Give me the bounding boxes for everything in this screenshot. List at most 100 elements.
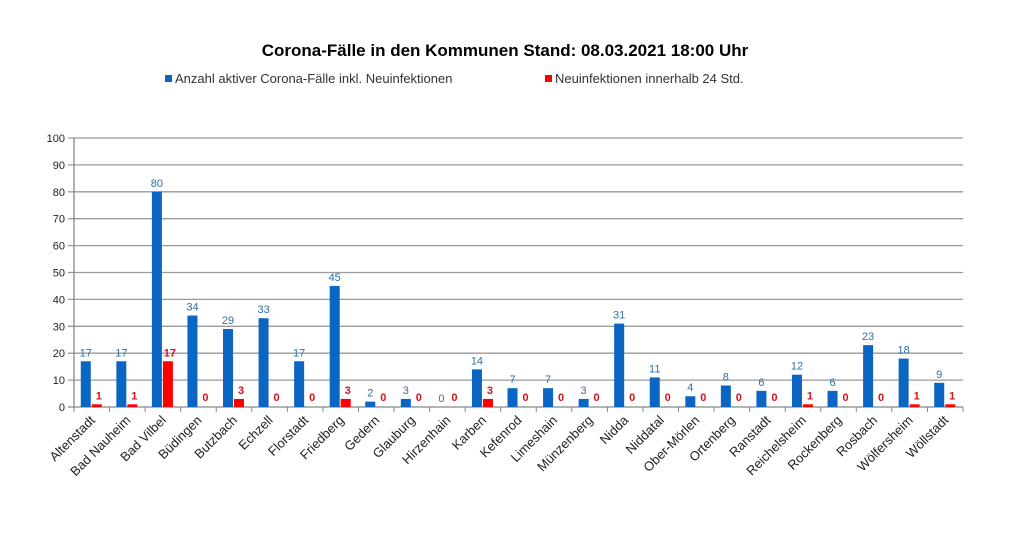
- bar-active-cases: [471, 369, 482, 407]
- y-tick-label: 70: [53, 214, 65, 226]
- data-label-active: 45: [329, 272, 341, 284]
- bar-new-infections: [234, 398, 245, 407]
- bar-active-cases: [685, 396, 696, 407]
- legend-swatch: [545, 75, 552, 82]
- data-label-new: 0: [878, 392, 884, 404]
- bar-active-cases: [365, 401, 376, 407]
- bar-active-cases: [543, 388, 554, 407]
- bar-new-infections: [945, 404, 956, 407]
- data-label-active: 11: [649, 363, 660, 375]
- bar-active-cases: [80, 361, 91, 407]
- y-tick-label: 90: [53, 160, 65, 172]
- data-label-new: 0: [736, 392, 742, 404]
- bar-active-cases: [756, 390, 767, 407]
- bar-new-infections: [127, 404, 138, 407]
- data-label-active: 14: [471, 355, 483, 367]
- legend: Anzahl aktiver Corona-Fälle inkl. Neuinf…: [165, 71, 744, 86]
- data-label-active: 33: [257, 304, 269, 316]
- data-label-active: 23: [862, 331, 874, 343]
- y-tick-label: 80: [53, 187, 65, 199]
- data-label-active: 17: [293, 347, 305, 359]
- data-label-active: 7: [509, 374, 515, 386]
- data-label-new: 0: [700, 392, 706, 404]
- data-label-new: 0: [522, 392, 528, 404]
- data-label-active: 9: [936, 369, 942, 381]
- chart-title: Corona-Fälle in den Kommunen Stand: 08.0…: [262, 41, 749, 60]
- bar-new-infections: [162, 361, 173, 407]
- y-tick-label: 30: [53, 321, 65, 333]
- data-label-new: 1: [131, 390, 137, 402]
- data-label-active: 80: [151, 178, 163, 190]
- data-label-active: 6: [829, 377, 835, 389]
- data-label-new: 0: [629, 392, 635, 404]
- bar-active-cases: [294, 361, 305, 407]
- legend-swatch: [165, 75, 172, 82]
- data-label-active: 29: [222, 315, 234, 327]
- data-label-new: 1: [949, 390, 955, 402]
- data-label-new: 1: [96, 390, 102, 402]
- bars: [80, 191, 956, 407]
- data-label-new: 3: [345, 385, 351, 397]
- data-label-new: 17: [164, 347, 176, 359]
- data-label-new: 1: [914, 390, 920, 402]
- data-label-new: 0: [842, 392, 848, 404]
- data-label-new: 0: [558, 392, 564, 404]
- bar-active-cases: [934, 382, 945, 407]
- legend-label: Anzahl aktiver Corona-Fälle inkl. Neuinf…: [175, 71, 452, 86]
- y-tick-label: 40: [53, 294, 65, 306]
- data-label-new: 1: [807, 390, 813, 402]
- data-label-new: 0: [416, 392, 422, 404]
- data-label-new: 0: [451, 392, 457, 404]
- bar-new-infections: [91, 404, 102, 407]
- data-label-new: 3: [487, 385, 493, 397]
- data-label-active: 7: [545, 374, 551, 386]
- y-tick-label: 20: [53, 348, 65, 360]
- data-label-active: 2: [367, 388, 373, 400]
- data-label-active: 12: [791, 361, 803, 373]
- bar-active-cases: [116, 361, 127, 407]
- data-label-active: 17: [115, 347, 127, 359]
- bar-active-cases: [898, 358, 909, 407]
- bar-active-cases: [258, 318, 269, 407]
- bar-active-cases: [863, 345, 874, 407]
- bar-new-infections: [340, 398, 351, 407]
- bar-active-cases: [223, 328, 234, 407]
- y-tick-label: 10: [53, 375, 65, 387]
- data-label-new: 0: [380, 392, 386, 404]
- data-label-active: 8: [723, 371, 729, 383]
- data-label-active: 34: [186, 302, 198, 314]
- bar-active-cases: [400, 398, 411, 407]
- y-tick-label: 0: [59, 402, 65, 414]
- bar-new-infections: [802, 404, 813, 407]
- data-label-new: 3: [238, 385, 244, 397]
- bar-active-cases: [329, 285, 340, 407]
- y-tick-label: 50: [53, 268, 65, 280]
- y-tick-label: 100: [47, 133, 65, 145]
- data-label-new: 0: [771, 392, 777, 404]
- data-label-active: 31: [613, 310, 625, 322]
- data-label-new: 0: [665, 392, 671, 404]
- legend-label: Neuinfektionen innerhalb 24 Std.: [555, 71, 744, 86]
- data-label-new: 0: [594, 392, 600, 404]
- bar-active-cases: [791, 374, 802, 407]
- bar-active-cases: [649, 377, 660, 407]
- data-label-new: 0: [274, 392, 280, 404]
- bar-active-cases: [720, 385, 731, 407]
- data-label-active: 18: [898, 345, 910, 357]
- bar-active-cases: [614, 323, 625, 407]
- bar-active-cases: [187, 315, 198, 407]
- data-label-active: 3: [581, 385, 587, 397]
- data-label-active: 0: [438, 393, 444, 405]
- bar-new-infections: [909, 404, 920, 407]
- data-label-new: 0: [202, 392, 208, 404]
- data-label-active: 6: [758, 377, 764, 389]
- data-label-active: 4: [687, 382, 693, 394]
- data-label-active: 17: [80, 347, 92, 359]
- bar-new-infections: [482, 398, 493, 407]
- bar-active-cases: [578, 398, 589, 407]
- bar-active-cases: [507, 388, 518, 407]
- data-label-active: 3: [403, 385, 409, 397]
